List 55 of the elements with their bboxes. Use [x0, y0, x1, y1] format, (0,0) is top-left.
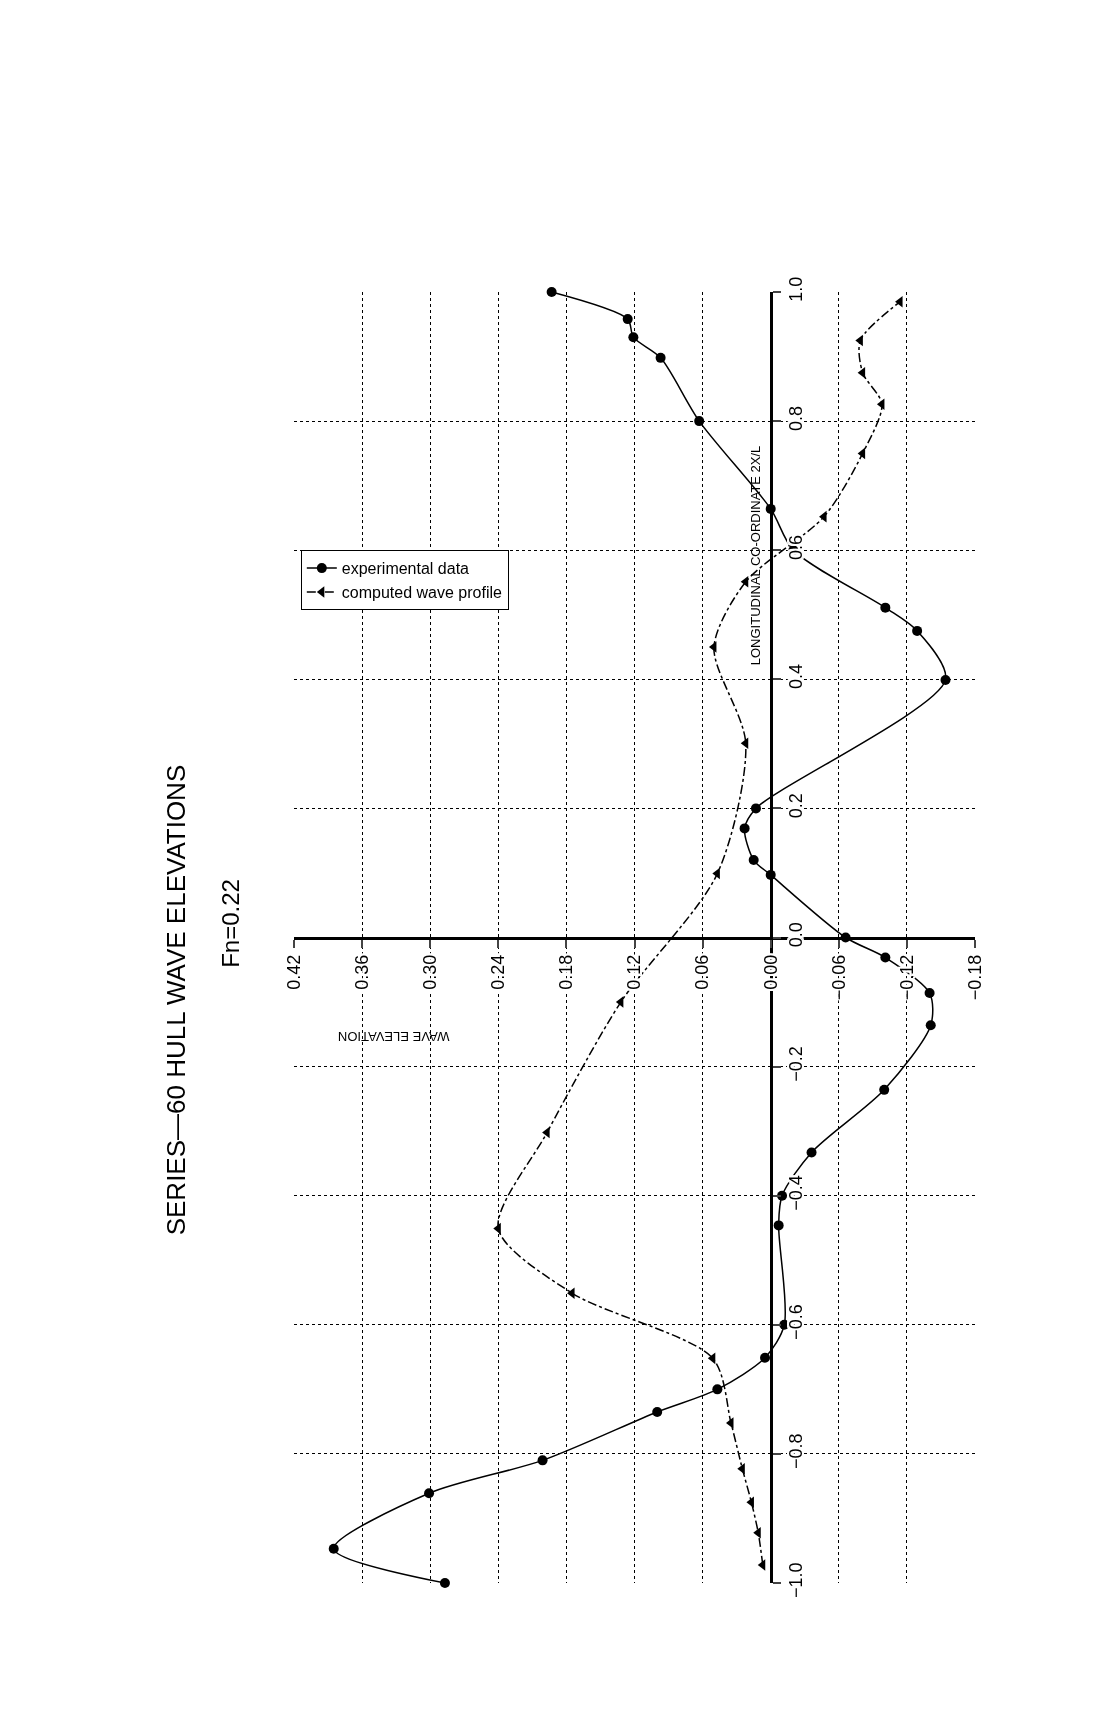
text: SERIES—60 HULL WAVE ELEVATIONS: [161, 764, 192, 1236]
y-tick-label: −0.6: [786, 1304, 807, 1340]
y-tick-label: −0.4: [786, 1175, 807, 1211]
point: [694, 416, 705, 427]
point: [879, 1084, 890, 1095]
x-tick-label: 0.30: [420, 954, 441, 990]
point: [655, 352, 666, 363]
y-tick-label: 0.8: [786, 405, 807, 431]
x-tick-label: 0.06: [692, 954, 713, 990]
point: [740, 576, 749, 588]
point: [757, 1559, 766, 1571]
y-tick-label: −1.0: [786, 1562, 807, 1599]
text: Fn=0.22: [217, 879, 245, 968]
x-tick-label: −0.18: [964, 954, 985, 1001]
x-tick-label: 0.42: [283, 954, 304, 990]
point: [750, 803, 761, 814]
y-tick-label: −0.2: [786, 1046, 807, 1082]
point: [748, 855, 759, 866]
point: [880, 952, 891, 963]
y-tick-label: 1.0: [786, 276, 807, 302]
point: [424, 1488, 435, 1499]
legend-label: experimental data: [341, 560, 470, 578]
point: [924, 988, 935, 999]
y-tick-label: 0.2: [786, 793, 807, 819]
point: [628, 332, 639, 343]
point: [773, 1220, 784, 1231]
point: [546, 287, 557, 297]
x-axis-title: WAVE ELEVATION: [337, 1029, 450, 1044]
x-tick-label: −0.12: [896, 954, 917, 1001]
y-axis-title: LONGITUDINAL CO-ORDINATE 2X/L: [748, 445, 764, 666]
point: [622, 314, 633, 325]
point: [912, 625, 923, 636]
x-tick-label: 0.24: [488, 954, 509, 990]
point: [940, 674, 951, 685]
point: [806, 1147, 817, 1158]
legend-label: computed wave profile: [341, 584, 502, 602]
x-tick-label: 0.36: [351, 954, 372, 990]
x-tick-label: 0.18: [556, 954, 577, 990]
point: [925, 1020, 936, 1031]
y-tick-label: −0.8: [786, 1433, 807, 1469]
point: [740, 737, 749, 749]
point: [712, 1384, 723, 1395]
point: [760, 1352, 771, 1363]
y-tick-label: 0.0: [786, 922, 807, 948]
y-tick-label: 0.4: [786, 664, 807, 690]
point: [328, 1543, 339, 1554]
point: [439, 1578, 450, 1588]
point: [739, 823, 750, 834]
point: [777, 1190, 788, 1201]
point: [615, 996, 624, 1008]
point: [652, 1406, 663, 1417]
point: [880, 602, 891, 613]
x-tick-label: −0.06: [828, 954, 849, 1001]
x-tick-label: 0.12: [624, 954, 645, 990]
point: [537, 1455, 548, 1466]
